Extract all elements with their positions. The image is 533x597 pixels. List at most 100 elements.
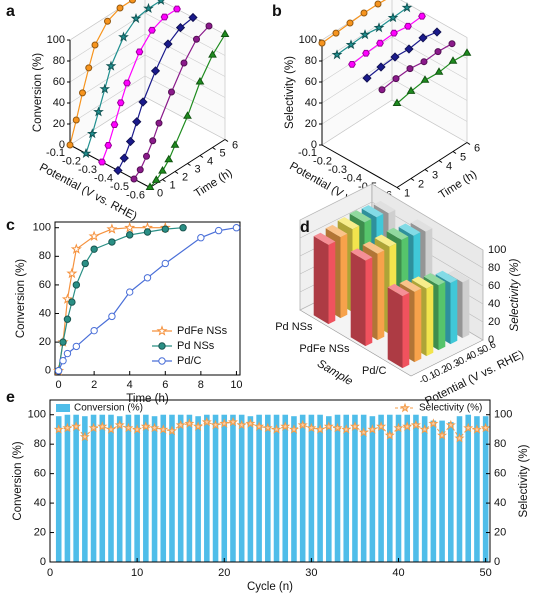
bar bbox=[195, 416, 201, 562]
x-tick-label: 20 bbox=[218, 567, 230, 579]
y-tick-label: 3 bbox=[195, 163, 201, 175]
marker bbox=[150, 66, 161, 76]
marker bbox=[97, 421, 108, 431]
marker bbox=[155, 119, 163, 127]
x-tick-label: 10 bbox=[230, 379, 242, 391]
y2-tick-label: 80 bbox=[494, 438, 506, 450]
marker bbox=[193, 421, 204, 431]
legend-label: Conversion (%) bbox=[74, 403, 143, 414]
bar bbox=[64, 414, 71, 562]
y-tick-label: 20 bbox=[34, 526, 46, 538]
marker bbox=[454, 433, 465, 443]
panel-letter: c bbox=[6, 217, 15, 234]
marker bbox=[119, 153, 129, 163]
y-tick-label: -0.6 bbox=[478, 339, 499, 357]
bar bbox=[465, 414, 472, 562]
z-tick-label: 0 bbox=[311, 139, 317, 151]
marker bbox=[331, 49, 343, 60]
legend-label: PdFe NSs bbox=[177, 325, 228, 337]
bar bbox=[395, 414, 402, 562]
marker bbox=[280, 421, 291, 431]
marker bbox=[53, 424, 64, 434]
marker bbox=[108, 312, 116, 321]
y-tick-label: 5 bbox=[220, 147, 226, 159]
marker bbox=[445, 419, 456, 430]
bar-top bbox=[447, 270, 470, 283]
y-axis-title: Conversion (%) bbox=[12, 441, 24, 520]
x-tick-label: -0.1 bbox=[46, 147, 65, 159]
bar bbox=[73, 414, 79, 562]
y-tick-label: 1 bbox=[404, 187, 410, 199]
marker bbox=[149, 137, 157, 145]
marker bbox=[72, 116, 80, 124]
y-tick-label: 2 bbox=[418, 178, 424, 190]
marker bbox=[219, 418, 230, 428]
marker bbox=[129, 0, 136, 4]
marker bbox=[68, 298, 76, 306]
bar bbox=[186, 414, 193, 562]
marker bbox=[87, 128, 98, 139]
panel-letter: d bbox=[300, 219, 310, 236]
grid-line bbox=[69, 0, 226, 41]
marker bbox=[376, 62, 386, 72]
bar-top bbox=[411, 276, 434, 289]
bar-top bbox=[373, 200, 396, 214]
marker bbox=[245, 418, 256, 428]
y-tick-label: 80 bbox=[39, 250, 51, 262]
marker bbox=[210, 419, 221, 430]
y-tick bbox=[452, 151, 457, 154]
z-tick-label: 100 bbox=[488, 244, 506, 256]
bar bbox=[426, 285, 434, 357]
marker bbox=[367, 424, 378, 434]
bar bbox=[482, 416, 489, 562]
marker bbox=[434, 67, 444, 75]
x-tick-label: Pd NSs bbox=[275, 321, 313, 333]
bar bbox=[438, 281, 446, 351]
bar bbox=[328, 241, 336, 325]
bar-top bbox=[423, 273, 446, 286]
marker bbox=[359, 29, 371, 40]
marker bbox=[140, 421, 151, 431]
marker bbox=[374, 0, 382, 8]
panel-letter: e bbox=[6, 389, 15, 406]
panel-letter: b bbox=[272, 3, 282, 20]
marker bbox=[180, 59, 188, 67]
bar-top bbox=[435, 270, 458, 283]
marker bbox=[72, 281, 81, 289]
marker bbox=[114, 419, 125, 430]
bar-top bbox=[399, 279, 422, 292]
marker bbox=[130, 175, 138, 183]
y-tick bbox=[187, 163, 191, 166]
y2-tick-label: 60 bbox=[494, 468, 506, 480]
marker bbox=[143, 2, 154, 13]
plot-frame bbox=[49, 399, 491, 563]
z-tick-label: 20 bbox=[53, 118, 65, 130]
bar-top bbox=[337, 217, 360, 230]
x-tick-label: -0.3 bbox=[328, 164, 347, 176]
bar bbox=[291, 416, 297, 562]
y-tick-label: 4 bbox=[446, 160, 452, 172]
bar bbox=[326, 416, 332, 562]
y-tick bbox=[438, 160, 443, 163]
bar bbox=[221, 414, 228, 562]
z-tick-label: 100 bbox=[47, 34, 65, 46]
marker bbox=[434, 48, 442, 56]
y-tick-label: 0 bbox=[40, 556, 46, 568]
marker bbox=[123, 422, 134, 433]
z-tick-label: 40 bbox=[305, 97, 317, 109]
y-tick-label: 4 bbox=[207, 155, 213, 167]
bar-top bbox=[361, 205, 384, 218]
marker bbox=[228, 416, 238, 427]
marker bbox=[362, 73, 372, 83]
bar-top bbox=[398, 223, 421, 236]
x-tick-label: -0.5 bbox=[110, 181, 129, 193]
marker bbox=[384, 430, 395, 440]
marker bbox=[106, 223, 118, 234]
marker bbox=[463, 422, 474, 433]
bar bbox=[204, 414, 210, 562]
y-tick-label: 2 bbox=[182, 171, 188, 183]
legend-marker bbox=[158, 357, 166, 365]
marker bbox=[85, 64, 93, 72]
marker bbox=[201, 416, 212, 427]
